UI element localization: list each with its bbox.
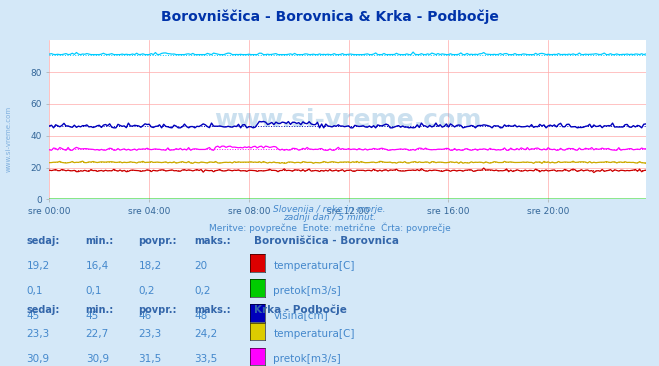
Text: 18,2: 18,2 — [138, 261, 161, 271]
Text: 19,2: 19,2 — [26, 261, 49, 271]
Text: 20: 20 — [194, 261, 208, 271]
Text: zadnji dan / 5 minut.: zadnji dan / 5 minut. — [283, 213, 376, 222]
Text: maks.:: maks.: — [194, 305, 231, 314]
Text: 48: 48 — [194, 311, 208, 321]
Text: 23,3: 23,3 — [26, 329, 49, 339]
Text: 24,2: 24,2 — [194, 329, 217, 339]
Text: 16,4: 16,4 — [86, 261, 109, 271]
Text: www.si-vreme.com: www.si-vreme.com — [214, 108, 481, 132]
Text: 31,5: 31,5 — [138, 354, 161, 364]
Text: Slovenija / reke in morje.: Slovenija / reke in morje. — [273, 205, 386, 214]
Text: min.:: min.: — [86, 305, 114, 314]
Text: www.si-vreme.com: www.si-vreme.com — [5, 106, 11, 172]
Text: 0,1: 0,1 — [26, 286, 43, 296]
Text: Borovniščica - Borovnica & Krka - Podbočje: Borovniščica - Borovnica & Krka - Podboč… — [161, 9, 498, 24]
Text: 0,2: 0,2 — [194, 286, 211, 296]
Text: Meritve: povprečne  Enote: metrične  Črta: povprečje: Meritve: povprečne Enote: metrične Črta:… — [209, 222, 450, 233]
Text: višina[cm]: višina[cm] — [273, 311, 328, 321]
Text: Borovniščica - Borovnica: Borovniščica - Borovnica — [254, 236, 399, 246]
Text: 22,7: 22,7 — [86, 329, 109, 339]
Text: 30,9: 30,9 — [86, 354, 109, 364]
Text: temperatura[C]: temperatura[C] — [273, 261, 355, 271]
Text: min.:: min.: — [86, 236, 114, 246]
Text: 46: 46 — [138, 311, 152, 321]
Text: sedaj:: sedaj: — [26, 305, 60, 314]
Text: 45: 45 — [86, 311, 99, 321]
Text: pretok[m3/s]: pretok[m3/s] — [273, 354, 341, 364]
Text: sedaj:: sedaj: — [26, 236, 60, 246]
Text: 30,9: 30,9 — [26, 354, 49, 364]
Text: pretok[m3/s]: pretok[m3/s] — [273, 286, 341, 296]
Text: 45: 45 — [26, 311, 40, 321]
Text: 0,1: 0,1 — [86, 286, 102, 296]
Text: 23,3: 23,3 — [138, 329, 161, 339]
Text: maks.:: maks.: — [194, 236, 231, 246]
Text: povpr.:: povpr.: — [138, 236, 177, 246]
Text: temperatura[C]: temperatura[C] — [273, 329, 355, 339]
Text: Krka - Podbočje: Krka - Podbočje — [254, 305, 347, 315]
Text: 0,2: 0,2 — [138, 286, 155, 296]
Text: povpr.:: povpr.: — [138, 305, 177, 314]
Text: 33,5: 33,5 — [194, 354, 217, 364]
